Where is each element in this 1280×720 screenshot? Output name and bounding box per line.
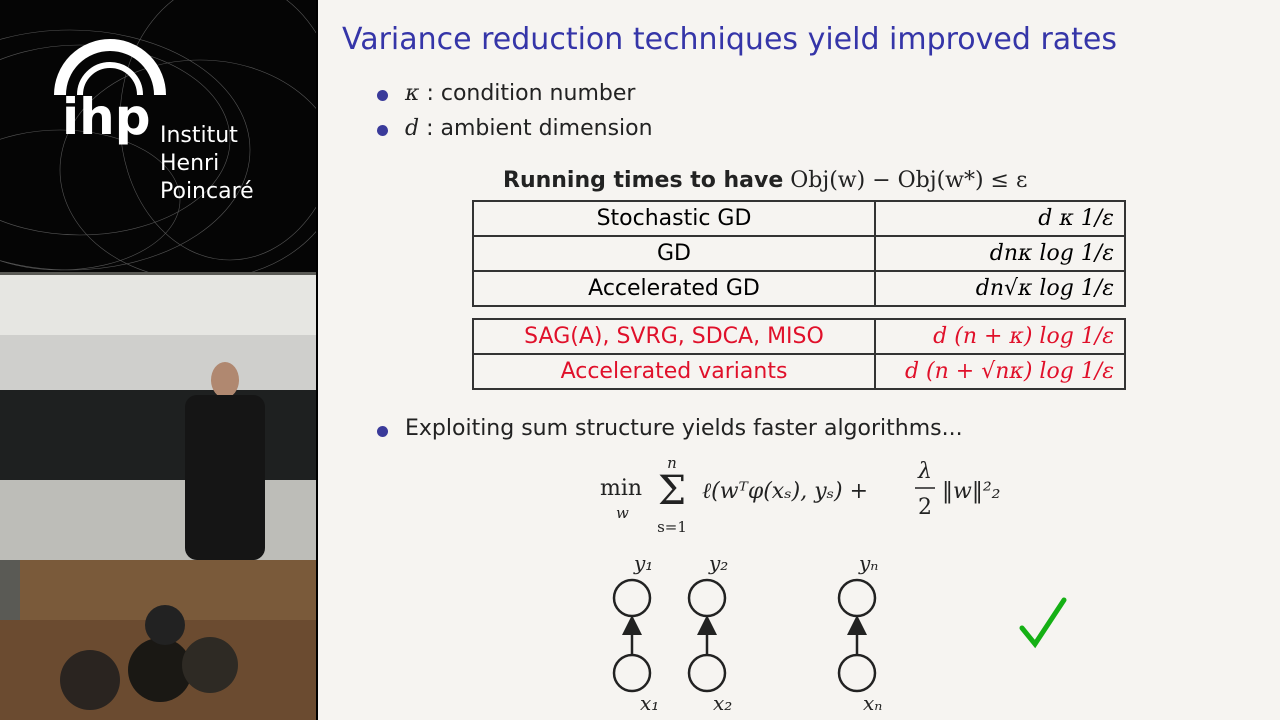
row: Stochastic GD d κ 1/ε	[472, 200, 1126, 237]
caption-text: Running times to have	[503, 168, 784, 193]
node-pair	[612, 578, 877, 693]
cell: d (n + κ) log 1/ε	[874, 318, 1126, 355]
checkmark	[1019, 597, 1067, 649]
bullet-dot	[377, 426, 388, 437]
video-panel	[0, 0, 316, 720]
f-tail: ‖w‖²₂	[942, 479, 1000, 504]
formula: min w n Σ s=1 ℓ(wᵀφ(xₛ), yₛ) + λ 2 ‖w‖²₂	[600, 454, 1000, 536]
bullet-dot	[377, 125, 388, 136]
cell: GD	[472, 235, 876, 272]
row: Accelerated variants d (n + √nκ) log 1/ε	[472, 353, 1126, 390]
f-sum: Σ	[658, 468, 686, 514]
table-highlight: SAG(A), SVRG, SDCA, MISO d (n + κ) log 1/…	[472, 318, 1126, 390]
row: Accelerated GD dn√κ log 1/ε	[472, 270, 1126, 307]
caption-math: Obj(w) − Obj(w*) ≤ ε	[790, 168, 1028, 193]
cell: d κ 1/ε	[874, 200, 1126, 237]
cell: Accelerated variants	[472, 353, 876, 390]
cell: Accelerated GD	[472, 270, 876, 307]
f-min: min	[600, 476, 642, 501]
f-top: n	[667, 454, 677, 472]
node-label: y₂	[708, 551, 728, 575]
logo-line: Poincaré	[160, 179, 254, 204]
cell: dn√κ log 1/ε	[874, 270, 1126, 307]
row: GD dnκ log 1/ε	[472, 235, 1126, 272]
node-label: xₙ	[863, 691, 882, 715]
bullet: Exploiting sum structure yields faster a…	[405, 416, 963, 441]
bullet-text: : condition number	[426, 81, 636, 106]
bullet: κ : condition number	[405, 81, 635, 106]
logo-line: Institut	[160, 123, 238, 148]
table-caption: Running times to have Obj(w) − Obj(w*) ≤…	[503, 168, 1027, 193]
f-under: w	[616, 504, 629, 522]
symbol: κ	[405, 81, 420, 106]
bullet-dot	[377, 90, 388, 101]
cell: d (n + √nκ) log 1/ε	[874, 353, 1126, 390]
row: SAG(A), SVRG, SDCA, MISO d (n + κ) log 1/…	[472, 318, 1126, 355]
node-label: x₂	[713, 691, 732, 715]
f-body: ℓ(wᵀφ(xₛ), yₛ) +	[702, 479, 868, 504]
f-bottom: s=1	[657, 518, 687, 536]
symbol: d	[405, 116, 420, 141]
graph: y₁ y₂ yₙ x₁ x₂ xₙ	[612, 551, 1067, 715]
bullet: d : ambient dimension	[405, 116, 653, 141]
f-frac-bottom: 2	[918, 495, 932, 520]
cell: Stochastic GD	[472, 200, 876, 237]
logo-mark: ihp	[62, 88, 151, 146]
f-frac-top: λ	[917, 459, 932, 484]
node-label: yₙ	[858, 551, 878, 575]
cell: dnκ log 1/ε	[874, 235, 1126, 272]
cell: SAG(A), SVRG, SDCA, MISO	[472, 318, 876, 355]
logo-line: Henri	[160, 151, 220, 176]
table: Stochastic GD d κ 1/ε GD dnκ log 1/ε Accel…	[472, 200, 1126, 307]
slide-title: Variance reduction techniques yield impr…	[342, 22, 1118, 57]
node-label: x₁	[640, 691, 659, 715]
bullet-text: : ambient dimension	[426, 116, 653, 141]
node-label: y₁	[633, 551, 653, 575]
